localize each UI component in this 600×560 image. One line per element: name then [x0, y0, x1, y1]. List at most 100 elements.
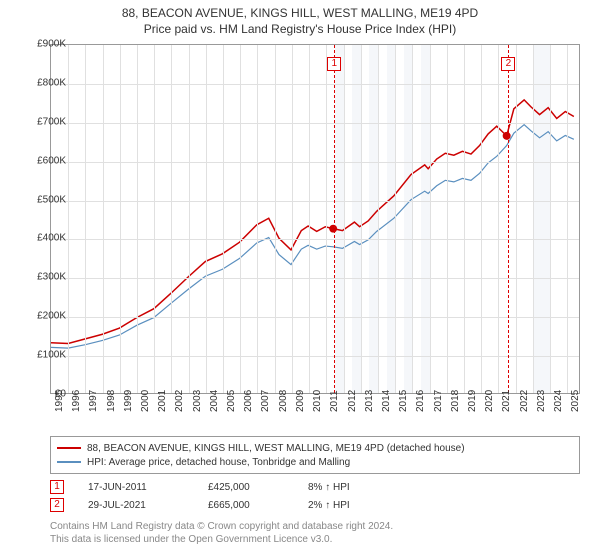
- y-gridline: [51, 84, 579, 85]
- chart-titles: 88, BEACON AVENUE, KINGS HILL, WEST MALL…: [0, 0, 600, 38]
- sales-row-hpi: 8% ↑ HPI: [308, 482, 388, 493]
- x-axis-label: 1995: [54, 390, 65, 412]
- x-axis-label: 2006: [243, 390, 254, 412]
- y-gridline: [51, 356, 579, 357]
- x-gridline: [85, 45, 86, 393]
- x-axis-label: 2000: [140, 390, 151, 412]
- legend-swatch: [57, 461, 81, 463]
- x-gridline: [361, 45, 362, 393]
- x-gridline: [309, 45, 310, 393]
- x-gridline: [189, 45, 190, 393]
- y-axis-label: £200K: [22, 311, 66, 322]
- x-axis-label: 2015: [398, 390, 409, 412]
- sales-row-badge: 1: [50, 480, 64, 494]
- x-axis-label: 2011: [329, 390, 340, 412]
- y-axis-label: £600K: [22, 155, 66, 166]
- y-axis-label: £300K: [22, 272, 66, 283]
- x-gridline: [154, 45, 155, 393]
- y-gridline: [51, 123, 579, 124]
- x-axis-label: 2019: [467, 390, 478, 412]
- x-axis-label: 2013: [364, 390, 375, 412]
- x-gridline: [103, 45, 104, 393]
- x-axis-label: 1999: [123, 390, 134, 412]
- legend-row: 88, BEACON AVENUE, KINGS HILL, WEST MALL…: [57, 441, 573, 455]
- x-gridline: [447, 45, 448, 393]
- x-gridline: [120, 45, 121, 393]
- x-axis-label: 1998: [106, 390, 117, 412]
- sales-row-date: 17-JUN-2011: [88, 482, 208, 493]
- x-axis-label: 2005: [226, 390, 237, 412]
- x-axis-label: 1996: [71, 390, 82, 412]
- chart-svg: [51, 45, 579, 393]
- chart-area: 12: [50, 44, 580, 394]
- x-gridline: [481, 45, 482, 393]
- footnote-line-1: Contains HM Land Registry data © Crown c…: [50, 520, 393, 533]
- y-gridline: [51, 317, 579, 318]
- sales-row-date: 29-JUL-2021: [88, 500, 208, 511]
- x-axis-label: 2021: [501, 390, 512, 412]
- x-axis-label: 2014: [381, 390, 392, 412]
- series-line-property: [51, 100, 574, 344]
- sales-table: 1 17-JUN-2011£425,0008% ↑ HPI 2 29-JUL-2021…: [50, 478, 388, 514]
- sales-row-badge: 2: [50, 498, 64, 512]
- x-gridline: [464, 45, 465, 393]
- sale-point-marker: [329, 225, 337, 233]
- sales-row: 1 17-JUN-2011£425,0008% ↑ HPI: [50, 478, 388, 496]
- x-axis-label: 2016: [415, 390, 426, 412]
- x-axis-label: 2007: [260, 390, 271, 412]
- sales-row-price: £425,000: [208, 482, 308, 493]
- series-line-hpi: [51, 125, 574, 348]
- y-gridline: [51, 278, 579, 279]
- sales-row: 229-JUL-2021£665,0002% ↑ HPI: [50, 496, 388, 514]
- x-gridline: [275, 45, 276, 393]
- y-axis-label: £500K: [22, 194, 66, 205]
- legend-label: HPI: Average price, detached house, Tonb…: [87, 457, 350, 468]
- x-axis-label: 2010: [312, 390, 323, 412]
- x-axis-label: 2017: [433, 390, 444, 412]
- x-gridline: [68, 45, 69, 393]
- sale-marker-line: [508, 45, 509, 393]
- x-gridline: [326, 45, 327, 393]
- x-axis-label: 1997: [88, 390, 99, 412]
- sale-marker-line: [334, 45, 335, 393]
- y-axis-label: £400K: [22, 233, 66, 244]
- y-axis-label: £100K: [22, 350, 66, 361]
- x-gridline: [430, 45, 431, 393]
- footnote: Contains HM Land Registry data © Crown c…: [50, 520, 393, 546]
- sale-marker-badge: 1: [327, 57, 341, 71]
- y-gridline: [51, 201, 579, 202]
- x-axis-label: 2022: [519, 390, 530, 412]
- x-axis-label: 2004: [209, 390, 220, 412]
- x-axis-label: 2012: [347, 390, 358, 412]
- x-gridline: [378, 45, 379, 393]
- title-sub: Price paid vs. HM Land Registry's House …: [0, 22, 600, 36]
- x-gridline: [498, 45, 499, 393]
- sales-row-price: £665,000: [208, 500, 308, 511]
- sale-point-marker: [503, 132, 511, 140]
- x-gridline: [516, 45, 517, 393]
- x-gridline: [344, 45, 345, 393]
- x-gridline: [292, 45, 293, 393]
- x-axis-label: 2001: [157, 390, 168, 412]
- x-gridline: [550, 45, 551, 393]
- sale-marker-badge: 2: [501, 57, 515, 71]
- x-axis-label: 2002: [174, 390, 185, 412]
- x-gridline: [223, 45, 224, 393]
- x-axis-label: 2003: [192, 390, 203, 412]
- x-gridline: [171, 45, 172, 393]
- x-axis-label: 2024: [553, 390, 564, 412]
- x-gridline: [533, 45, 534, 393]
- x-axis-label: 2009: [295, 390, 306, 412]
- y-axis-label: £800K: [22, 77, 66, 88]
- y-axis-label: £700K: [22, 116, 66, 127]
- x-gridline: [206, 45, 207, 393]
- y-gridline: [51, 162, 579, 163]
- legend: 88, BEACON AVENUE, KINGS HILL, WEST MALL…: [50, 436, 580, 474]
- x-gridline: [567, 45, 568, 393]
- x-gridline: [395, 45, 396, 393]
- x-gridline: [257, 45, 258, 393]
- x-axis-label: 2023: [536, 390, 547, 412]
- x-gridline: [240, 45, 241, 393]
- y-axis-label: £900K: [22, 39, 66, 50]
- x-gridline: [412, 45, 413, 393]
